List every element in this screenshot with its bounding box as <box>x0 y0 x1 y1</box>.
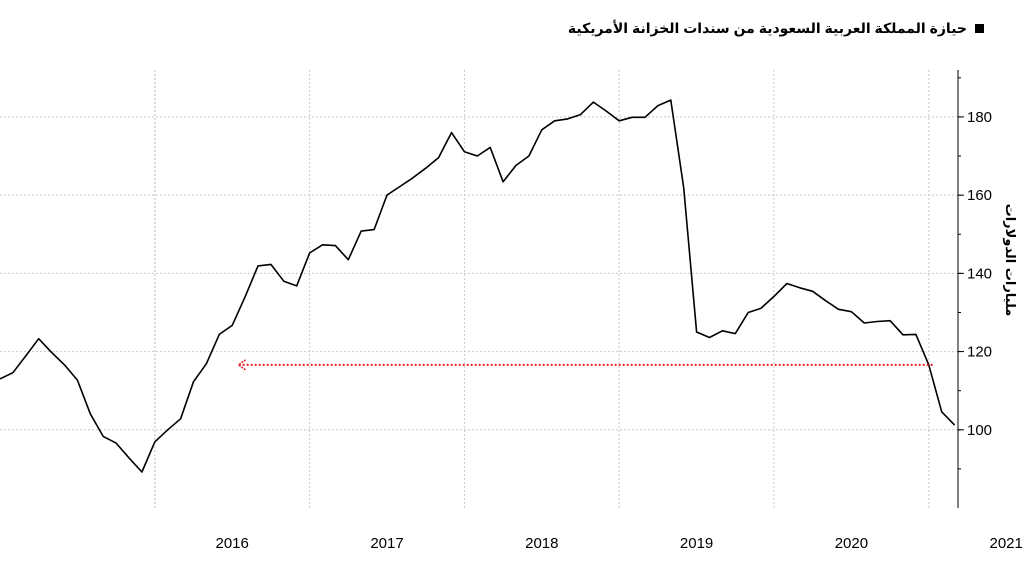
x-tick-label: 2021 <box>990 535 1023 552</box>
x-tick-label: 2018 <box>525 535 558 552</box>
y-tick-label: 160 <box>967 187 992 204</box>
x-tick-label: 2016 <box>216 535 249 552</box>
x-tick-label: 2019 <box>680 535 713 552</box>
y-tick-label: 100 <box>967 422 992 439</box>
x-tick-label: 2017 <box>370 535 403 552</box>
x-axis: 2016 2017 2018 2019 2020 2021 <box>216 535 1023 552</box>
y-axis: 100 120 140 160 180 <box>957 70 992 508</box>
chart-title: حيازة المملكة العربية السعودية من سندات … <box>567 20 967 36</box>
legend: حيازة المملكة العربية السعودية من سندات … <box>568 20 984 37</box>
grid <box>0 70 958 508</box>
y-axis-label: مليارات الدولارات <box>1002 204 1017 317</box>
y-tick-label: 140 <box>967 265 992 282</box>
y-tick-label: 120 <box>967 344 992 361</box>
series-group <box>0 99 956 473</box>
annotation <box>237 359 933 371</box>
y-tick-label: 180 <box>967 109 992 126</box>
series-line <box>0 99 956 473</box>
x-tick-label: 2020 <box>835 535 868 552</box>
legend-swatch <box>975 24 984 33</box>
